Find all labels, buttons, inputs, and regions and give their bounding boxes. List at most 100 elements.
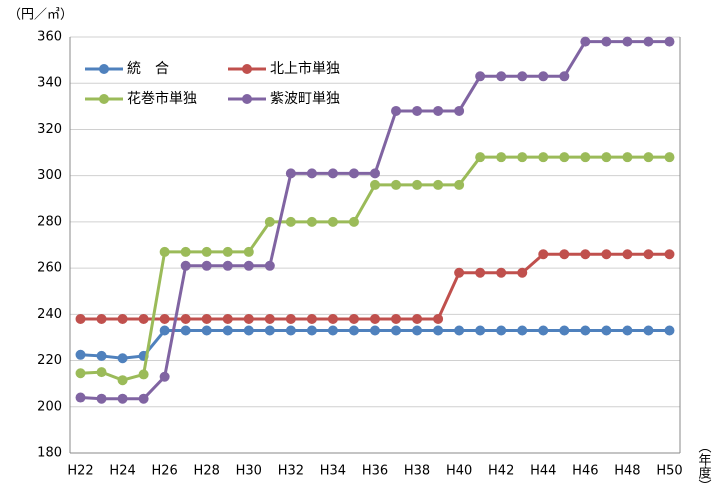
point xyxy=(391,105,402,116)
point xyxy=(117,313,128,324)
point xyxy=(96,350,107,361)
legend-marker xyxy=(242,94,252,104)
y-tick-label: 340 xyxy=(37,76,62,91)
y-tick-label: 320 xyxy=(37,122,62,137)
point xyxy=(348,216,359,227)
point xyxy=(222,325,233,336)
point xyxy=(243,260,254,271)
x-tick-label: H42 xyxy=(488,464,514,479)
legend-label: 花巻市単独 xyxy=(127,90,197,107)
point xyxy=(391,313,402,324)
point xyxy=(222,260,233,271)
point xyxy=(475,325,486,336)
point xyxy=(412,313,423,324)
point xyxy=(412,105,423,116)
point xyxy=(622,152,633,163)
point xyxy=(517,71,528,82)
point xyxy=(138,393,149,404)
y-tick-label: 360 xyxy=(37,30,62,45)
point xyxy=(538,325,549,336)
point xyxy=(327,325,338,336)
point xyxy=(454,105,465,116)
point xyxy=(180,246,191,257)
point xyxy=(370,168,380,179)
point xyxy=(412,325,423,336)
point xyxy=(643,36,654,47)
point xyxy=(306,325,317,336)
point xyxy=(180,313,191,324)
point xyxy=(243,325,254,336)
point xyxy=(117,353,128,364)
y-tick-label: 240 xyxy=(37,307,62,322)
point xyxy=(180,260,191,271)
point xyxy=(285,313,296,324)
point xyxy=(222,313,233,324)
point xyxy=(243,246,254,257)
point xyxy=(664,249,675,260)
point xyxy=(454,179,465,190)
point xyxy=(601,152,612,163)
point xyxy=(159,371,170,382)
point xyxy=(433,313,444,324)
x-tick-label: H44 xyxy=(530,464,556,479)
point xyxy=(622,325,633,336)
point xyxy=(601,36,612,47)
point xyxy=(75,349,86,360)
point xyxy=(159,325,170,336)
x-tick-label: H24 xyxy=(109,464,135,479)
point xyxy=(496,152,507,163)
point xyxy=(559,325,570,336)
point xyxy=(201,246,212,257)
point xyxy=(159,313,170,324)
point xyxy=(538,249,549,260)
point xyxy=(285,168,296,179)
point xyxy=(201,313,212,324)
point xyxy=(370,179,380,190)
point xyxy=(117,375,128,386)
point xyxy=(264,313,275,324)
point xyxy=(370,313,380,324)
point xyxy=(664,36,675,47)
point xyxy=(75,392,86,403)
legend-marker xyxy=(242,64,252,74)
y-tick-label: 180 xyxy=(37,446,62,461)
point xyxy=(517,267,528,278)
point xyxy=(580,249,591,260)
point xyxy=(601,325,612,336)
x-tick-label: H40 xyxy=(446,464,472,479)
point xyxy=(496,71,507,82)
legend-label: 紫波町単独 xyxy=(270,91,340,107)
point xyxy=(433,325,444,336)
point xyxy=(580,325,591,336)
point xyxy=(538,152,549,163)
point xyxy=(538,71,549,82)
x-tick-label: H22 xyxy=(67,464,93,479)
point xyxy=(285,216,296,227)
point xyxy=(433,179,444,190)
y-tick-label: 300 xyxy=(37,168,62,183)
x-tick-label: H38 xyxy=(404,464,430,479)
series-line xyxy=(80,252,670,321)
x-tick-label: H26 xyxy=(151,464,177,479)
point xyxy=(138,313,149,324)
point xyxy=(559,71,570,82)
point xyxy=(201,260,212,271)
point xyxy=(306,168,317,179)
x-axis-label: （年度） xyxy=(696,440,712,483)
x-tick-label: H32 xyxy=(278,464,304,479)
point xyxy=(622,36,633,47)
point xyxy=(75,368,86,379)
legend-marker xyxy=(99,64,109,74)
point xyxy=(348,313,359,324)
point xyxy=(517,325,528,336)
y-tick-label: 280 xyxy=(37,214,62,229)
legend-marker xyxy=(99,94,109,104)
point xyxy=(327,168,338,179)
point xyxy=(643,325,654,336)
point xyxy=(96,393,107,404)
point xyxy=(454,325,465,336)
y-tick-label: 220 xyxy=(37,353,62,368)
y-tick-label: 260 xyxy=(37,261,62,276)
point xyxy=(475,71,486,82)
